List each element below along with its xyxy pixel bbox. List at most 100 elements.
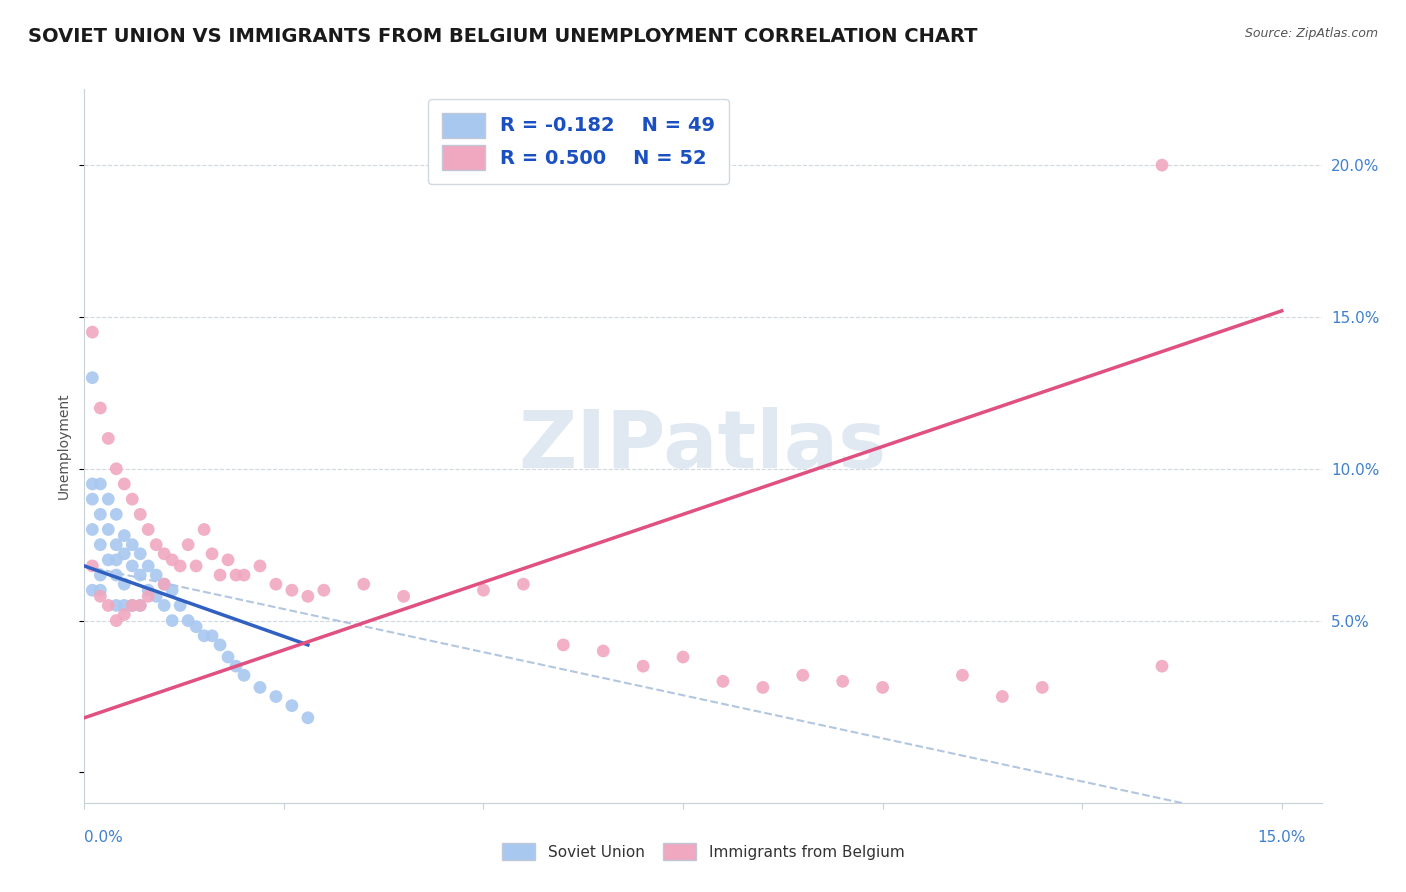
Point	[89, 538, 111, 552]
Point	[281, 583, 304, 598]
Point	[249, 558, 271, 573]
Point	[831, 674, 853, 689]
Point	[297, 590, 319, 604]
Point	[136, 523, 159, 537]
Point	[82, 558, 104, 573]
Point	[105, 508, 128, 522]
Point	[169, 599, 191, 613]
Point	[153, 577, 176, 591]
Point	[160, 614, 183, 628]
Point	[89, 583, 111, 598]
Point	[121, 492, 143, 507]
Y-axis label: Unemployment: Unemployment	[58, 392, 72, 500]
Point	[129, 599, 152, 613]
Point	[472, 583, 495, 598]
Point	[153, 599, 176, 613]
Point	[82, 477, 104, 491]
Point	[89, 401, 111, 415]
Point	[1150, 659, 1173, 673]
Point	[97, 599, 120, 613]
Point	[233, 668, 256, 682]
Point	[82, 523, 104, 537]
Point	[97, 553, 120, 567]
Point	[169, 558, 191, 573]
Point	[233, 568, 256, 582]
Point	[392, 590, 415, 604]
Point	[792, 668, 814, 682]
Legend: R = -0.182    N = 49, R = 0.500    N = 52: R = -0.182 N = 49, R = 0.500 N = 52	[429, 99, 728, 184]
Point	[129, 547, 152, 561]
Point	[201, 547, 224, 561]
Point	[89, 508, 111, 522]
Point	[112, 477, 135, 491]
Point	[217, 553, 239, 567]
Point	[105, 538, 128, 552]
Point	[112, 599, 135, 613]
Point	[1031, 681, 1053, 695]
Point	[105, 553, 128, 567]
Point	[89, 590, 111, 604]
Point	[201, 629, 224, 643]
Legend: Soviet Union, Immigrants from Belgium: Soviet Union, Immigrants from Belgium	[495, 837, 911, 866]
Point	[121, 599, 143, 613]
Point	[672, 650, 695, 665]
Point	[217, 650, 239, 665]
Point	[105, 614, 128, 628]
Point	[193, 523, 215, 537]
Point	[297, 711, 319, 725]
Point	[553, 638, 575, 652]
Point	[105, 462, 128, 476]
Point	[184, 558, 207, 573]
Text: Source: ZipAtlas.com: Source: ZipAtlas.com	[1244, 27, 1378, 40]
Point	[82, 583, 104, 598]
Point	[82, 492, 104, 507]
Point	[209, 568, 232, 582]
Point	[145, 590, 167, 604]
Point	[160, 583, 183, 598]
Point	[872, 681, 894, 695]
Point	[89, 477, 111, 491]
Point	[209, 638, 232, 652]
Point	[97, 431, 120, 445]
Text: 0.0%: 0.0%	[84, 830, 124, 845]
Point	[193, 629, 215, 643]
Text: ZIPatlas: ZIPatlas	[519, 407, 887, 485]
Point	[129, 599, 152, 613]
Point	[82, 325, 104, 339]
Point	[225, 568, 247, 582]
Point	[112, 607, 135, 622]
Point	[136, 558, 159, 573]
Point	[121, 538, 143, 552]
Point	[153, 577, 176, 591]
Point	[249, 681, 271, 695]
Point	[136, 590, 159, 604]
Point	[112, 547, 135, 561]
Text: SOVIET UNION VS IMMIGRANTS FROM BELGIUM UNEMPLOYMENT CORRELATION CHART: SOVIET UNION VS IMMIGRANTS FROM BELGIUM …	[28, 27, 977, 45]
Point	[264, 690, 287, 704]
Point	[97, 492, 120, 507]
Point	[991, 690, 1014, 704]
Point	[631, 659, 654, 673]
Point	[136, 583, 159, 598]
Point	[281, 698, 304, 713]
Point	[145, 538, 167, 552]
Point	[160, 553, 183, 567]
Point	[312, 583, 335, 598]
Point	[1150, 158, 1173, 172]
Point	[177, 538, 200, 552]
Point	[177, 614, 200, 628]
Point	[112, 528, 135, 542]
Point	[112, 577, 135, 591]
Point	[184, 620, 207, 634]
Text: 15.0%: 15.0%	[1257, 830, 1306, 845]
Point	[97, 523, 120, 537]
Point	[752, 681, 775, 695]
Point	[225, 659, 247, 673]
Point	[711, 674, 734, 689]
Point	[105, 568, 128, 582]
Point	[89, 568, 111, 582]
Point	[353, 577, 375, 591]
Point	[952, 668, 974, 682]
Point	[105, 599, 128, 613]
Point	[264, 577, 287, 591]
